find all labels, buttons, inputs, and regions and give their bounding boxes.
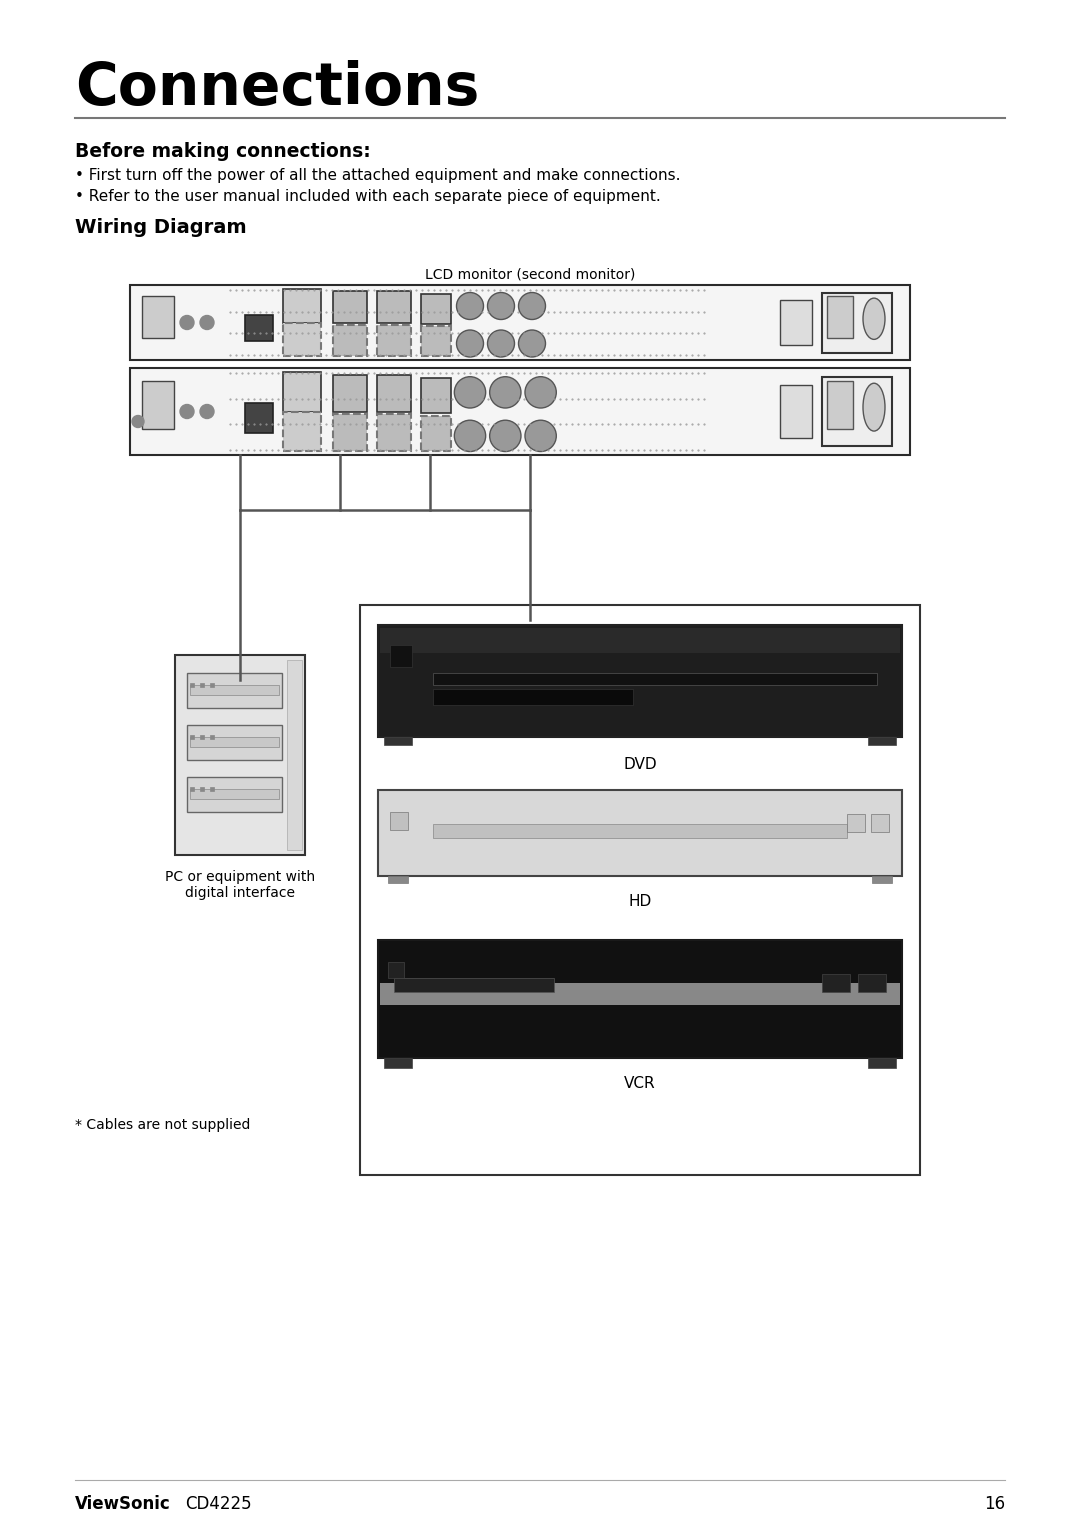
Bar (870, 814, 889, 833)
Bar (333, 325, 367, 356)
Bar (433, 689, 633, 704)
Bar (827, 380, 853, 429)
Bar (378, 940, 902, 1057)
Ellipse shape (455, 377, 486, 408)
Bar (333, 374, 367, 411)
Bar (377, 290, 411, 322)
Bar (283, 411, 321, 451)
Bar (868, 1057, 896, 1068)
Ellipse shape (487, 330, 514, 358)
Bar (187, 672, 282, 707)
Text: • Refer to the user manual included with each separate piece of equipment.: • Refer to the user manual included with… (75, 189, 661, 205)
Bar (827, 296, 853, 338)
Text: LCD monitor (second monitor): LCD monitor (second monitor) (424, 267, 635, 283)
Text: ViewSonic: ViewSonic (75, 1494, 171, 1513)
Bar (130, 368, 910, 455)
Bar (283, 373, 321, 411)
Text: * Cables are not supplied: * Cables are not supplied (75, 1118, 251, 1132)
Bar (858, 973, 886, 992)
Bar (384, 1057, 411, 1068)
Bar (384, 736, 411, 746)
Bar (822, 292, 892, 353)
Ellipse shape (457, 330, 484, 358)
Bar (421, 327, 451, 356)
Bar (377, 374, 411, 411)
Bar (421, 293, 451, 324)
Text: VCR: VCR (624, 1076, 656, 1091)
Bar (433, 824, 847, 837)
Bar (822, 973, 850, 992)
Ellipse shape (489, 377, 521, 408)
Bar (390, 645, 411, 668)
Ellipse shape (525, 377, 556, 408)
Bar (283, 322, 321, 356)
Bar (141, 296, 174, 338)
Ellipse shape (489, 420, 521, 451)
Ellipse shape (180, 405, 194, 419)
Bar (245, 315, 273, 341)
Bar (377, 325, 411, 356)
Bar (380, 983, 900, 1005)
Bar (190, 685, 279, 695)
Text: Wiring Diagram: Wiring Diagram (75, 219, 246, 237)
Bar (190, 788, 279, 799)
Text: • First turn off the power of all the attached equipment and make connections.: • First turn off the power of all the at… (75, 168, 680, 183)
Bar (780, 299, 812, 345)
Ellipse shape (863, 298, 885, 339)
Ellipse shape (200, 315, 214, 330)
Text: HD: HD (629, 894, 651, 909)
Ellipse shape (518, 292, 545, 319)
Ellipse shape (487, 292, 514, 319)
Bar (868, 736, 896, 746)
Bar (421, 416, 451, 451)
Bar (380, 628, 900, 652)
Bar (378, 625, 902, 736)
Text: Connections: Connections (75, 60, 480, 118)
Bar (190, 736, 279, 747)
Ellipse shape (132, 416, 144, 428)
Ellipse shape (455, 420, 486, 451)
Ellipse shape (863, 384, 885, 431)
Bar (388, 963, 404, 978)
Bar (333, 290, 367, 322)
Ellipse shape (200, 405, 214, 419)
Text: PC or equipment with
digital interface: PC or equipment with digital interface (165, 869, 315, 900)
Bar (394, 978, 554, 992)
Text: Before making connections:: Before making connections: (75, 142, 370, 160)
Bar (187, 724, 282, 759)
Ellipse shape (457, 292, 484, 319)
Bar (187, 778, 282, 811)
Ellipse shape (525, 420, 556, 451)
Bar (333, 414, 367, 451)
Ellipse shape (518, 330, 545, 358)
Bar (141, 380, 174, 429)
Bar (130, 286, 910, 361)
Bar (421, 379, 451, 413)
Bar (780, 385, 812, 437)
Text: DVD: DVD (623, 756, 657, 772)
Bar (287, 660, 302, 850)
Bar (360, 605, 920, 1175)
Text: 16: 16 (984, 1494, 1005, 1513)
Text: CD4225: CD4225 (185, 1494, 252, 1513)
Bar (822, 377, 892, 446)
Bar (847, 814, 865, 833)
Bar (388, 876, 408, 883)
Ellipse shape (180, 315, 194, 330)
Bar (377, 414, 411, 451)
Bar (872, 876, 892, 883)
Bar (175, 656, 305, 856)
Bar (283, 289, 321, 322)
Bar (378, 790, 902, 876)
Bar (390, 811, 408, 830)
Bar (245, 403, 273, 434)
Bar (433, 672, 877, 685)
